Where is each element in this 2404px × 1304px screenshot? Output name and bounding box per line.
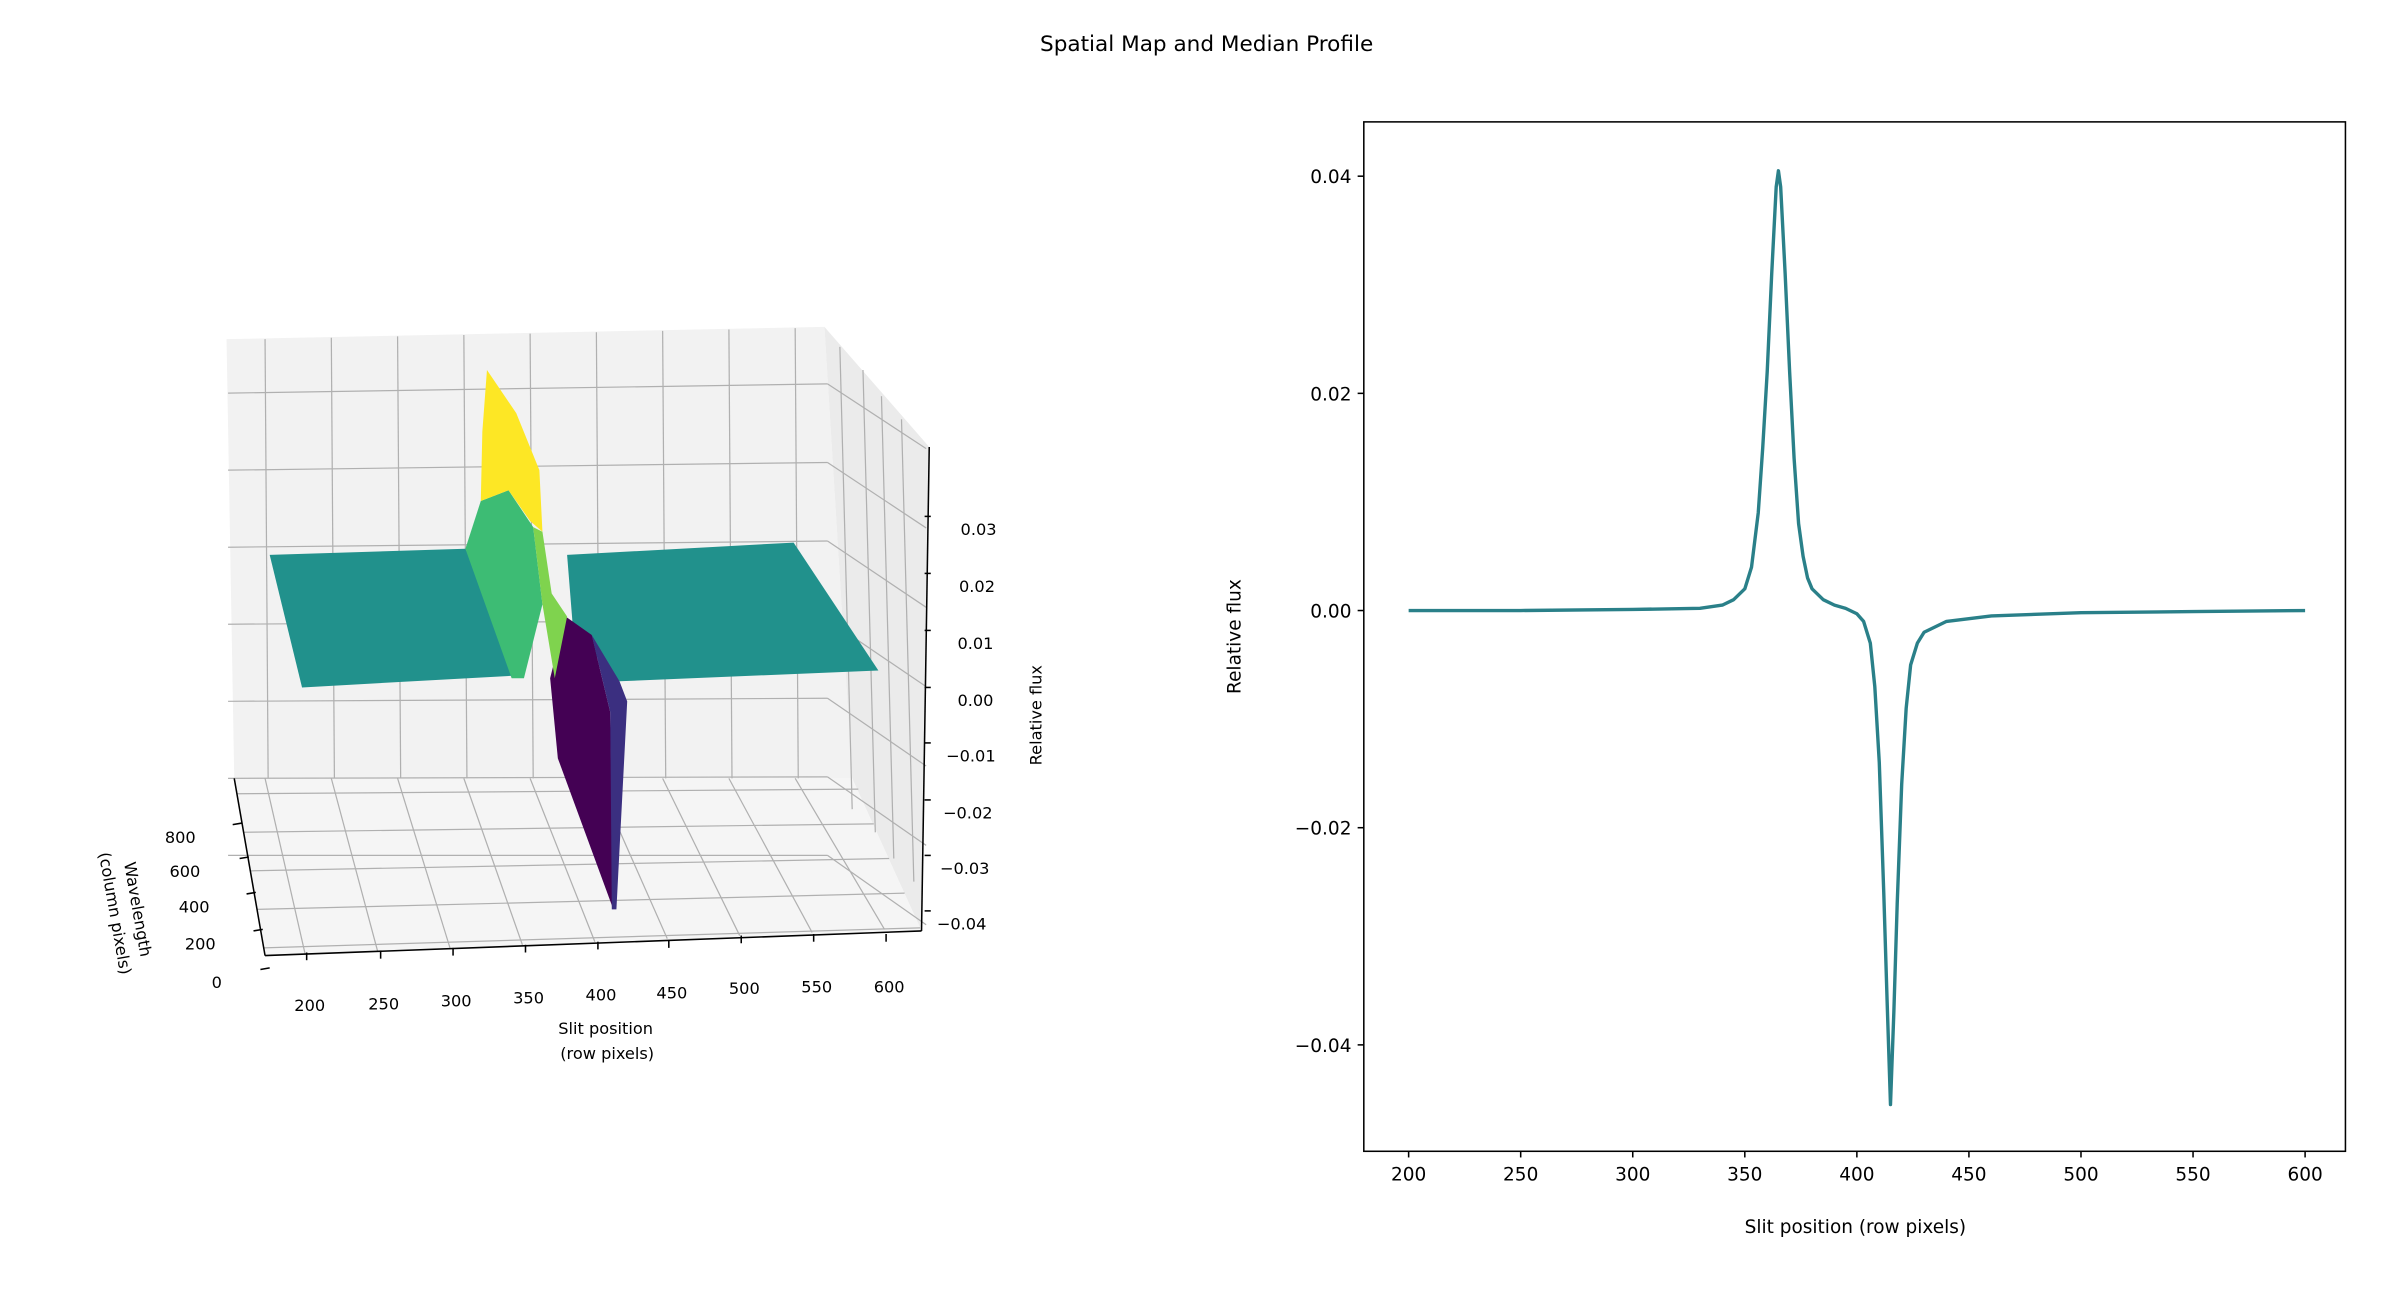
x-tick-label: 550 — [2175, 1165, 2210, 1186]
grid-line — [728, 778, 813, 933]
x-tick-label: 500 — [2063, 1165, 2098, 1186]
y-tick-3d — [246, 891, 256, 895]
grid-line — [228, 776, 828, 779]
y-tick-label: 0.00 — [1310, 601, 1351, 622]
grid-line — [827, 383, 927, 450]
surface-flat-left — [269, 548, 524, 688]
y-tick-label-3d: 600 — [169, 862, 200, 881]
y-tick-label: −0.02 — [1295, 819, 1352, 840]
axes-frame — [1363, 121, 2347, 1153]
z-tick-label-3d: 0.03 — [961, 520, 997, 539]
y-tick-3d — [260, 967, 270, 971]
x-tick-label: 250 — [1503, 1165, 1538, 1186]
y-tick-3d — [232, 822, 243, 826]
z-tick-label-3d: −0.04 — [937, 914, 987, 933]
y-tick-3d — [253, 928, 263, 932]
grid-line — [529, 778, 596, 942]
y-tick-3d — [239, 856, 250, 860]
grid-line — [827, 540, 927, 608]
grid-line — [256, 892, 905, 910]
z-tick-label-3d: −0.02 — [943, 803, 993, 822]
ticks-2d: 200 250 300 350 400 450 500 550 600 0.04 0.02 0.00 −… — [1295, 167, 2323, 1185]
grid-line — [396, 778, 451, 949]
y-tick-label-3d: 800 — [165, 828, 196, 847]
floor-pane — [234, 778, 922, 956]
x-tick-label: 600 — [2287, 1165, 2322, 1186]
y-axis-line-3d — [233, 778, 266, 956]
z-axis-line-3d — [920, 447, 931, 931]
grid-line — [827, 854, 927, 926]
surface-trough-side — [591, 635, 628, 910]
z-tick-label-3d: 0.00 — [957, 691, 993, 710]
x-tick-label-3d: 550 — [801, 978, 832, 997]
grid-line — [463, 778, 523, 945]
grid-line — [237, 788, 859, 795]
grid-line — [862, 369, 876, 833]
y-tick-label-3d: 400 — [179, 897, 210, 916]
x-tick-label-3d: 450 — [656, 984, 687, 1003]
y-tick-label: 0.04 — [1310, 167, 1351, 188]
grid-line — [827, 776, 927, 846]
y-tick-label-3d: 200 — [185, 934, 216, 953]
surface-flat-right — [567, 542, 879, 682]
x-tick-label-3d: 600 — [874, 978, 905, 997]
z-tick-label-3d: −0.01 — [946, 746, 996, 765]
x-axis-label: Slit position (row pixels) — [1745, 1217, 1967, 1238]
z-tick-label-3d: 0.02 — [959, 577, 995, 596]
ticks-3d: 200 250 300 350 400 450 500 550 600 800 600 400 200 0… — [165, 515, 997, 1015]
x-tick-label-3d: 400 — [586, 985, 617, 1004]
x-tick-label-3d: 300 — [441, 991, 472, 1010]
grid-line — [264, 339, 269, 779]
surface — [269, 369, 879, 910]
figure-title: Spatial Map and Median Profile — [1040, 32, 1373, 57]
line-plot: 200 250 300 350 400 450 500 550 600 0.04 0.02 0.00 −… — [1225, 121, 2347, 1238]
x-label-3d-line1: Slit position — [558, 1019, 653, 1038]
y-tick-label-3d: 0 — [212, 973, 222, 992]
x-tick-label: 350 — [1727, 1165, 1762, 1186]
x-axis-line-3d — [265, 930, 922, 957]
grid-line — [243, 823, 874, 833]
y-tick-label: 0.02 — [1310, 384, 1351, 405]
grid-line — [228, 383, 828, 394]
grid-line — [900, 419, 915, 882]
x-tick-label: 300 — [1615, 1165, 1650, 1186]
x-tick-label: 400 — [1839, 1165, 1874, 1186]
surface-rise — [465, 490, 543, 679]
grid-line — [839, 346, 853, 810]
surface-peak — [480, 369, 543, 532]
grid-line — [794, 778, 886, 930]
median-profile-line — [1408, 169, 2306, 1107]
x-tick-label-3d: 350 — [513, 988, 544, 1007]
y-tick-label: −0.04 — [1295, 1036, 1352, 1057]
surface-plot-3d: 200 250 300 350 400 450 500 550 600 800 600 400 200 0… — [95, 326, 1046, 1063]
grid-line — [662, 778, 741, 936]
grid-line — [827, 697, 927, 767]
y-axis-label: Relative flux — [1225, 579, 1246, 694]
grid-line — [250, 857, 890, 872]
x-label-3d-line2: (row pixels) — [560, 1044, 654, 1063]
grid-line — [264, 778, 306, 955]
x-tick-label-3d: 250 — [368, 995, 399, 1014]
surface-centre — [533, 527, 568, 679]
grid-line — [880, 396, 895, 859]
x-tick-label-3d: 500 — [729, 979, 760, 998]
surface-trough-dark — [550, 616, 614, 910]
x-tick-label: 200 — [1391, 1165, 1426, 1186]
grid-line — [330, 778, 379, 952]
x-tick-label: 450 — [1951, 1165, 1986, 1186]
z-tick-label-3d: 0.01 — [957, 634, 993, 653]
grid-line — [263, 927, 921, 949]
z-tick-label-3d: −0.03 — [940, 859, 990, 878]
x-tick-label-3d: 200 — [294, 996, 325, 1015]
grid-line — [228, 697, 828, 702]
z-label-3d: Relative flux — [1027, 665, 1046, 766]
grid-line — [827, 461, 927, 529]
